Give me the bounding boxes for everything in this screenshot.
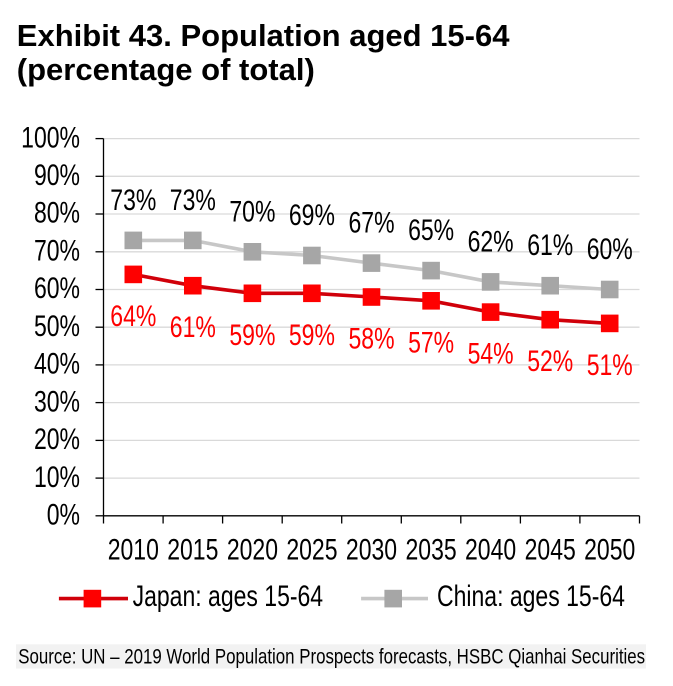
svg-text:100%: 100%	[21, 121, 80, 154]
svg-text:40%: 40%	[34, 347, 80, 380]
svg-text:58%: 58%	[348, 322, 394, 355]
svg-text:2030: 2030	[346, 533, 397, 566]
svg-text:10%: 10%	[34, 460, 80, 493]
svg-text:61%: 61%	[527, 228, 573, 261]
svg-text:51%: 51%	[587, 348, 633, 381]
svg-text:20%: 20%	[34, 422, 80, 455]
svg-text:30%: 30%	[34, 385, 80, 418]
svg-text:2015: 2015	[167, 533, 218, 566]
svg-text:2025: 2025	[286, 533, 337, 566]
svg-text:(percentage of total): (percentage of total)	[17, 52, 315, 87]
svg-text:50%: 50%	[34, 309, 80, 342]
svg-text:65%: 65%	[408, 213, 454, 246]
svg-text:2020: 2020	[227, 533, 278, 566]
svg-text:69%: 69%	[289, 198, 335, 231]
svg-text:2035: 2035	[406, 533, 457, 566]
svg-text:67%: 67%	[348, 206, 394, 239]
svg-text:Japan: ages 15-64: Japan: ages 15-64	[133, 579, 323, 612]
svg-text:2010: 2010	[108, 533, 159, 566]
svg-text:90%: 90%	[34, 158, 80, 191]
svg-text:China: ages 15-64: China: ages 15-64	[437, 579, 625, 612]
svg-text:59%: 59%	[229, 318, 275, 351]
svg-text:80%: 80%	[34, 196, 80, 229]
svg-text:64%: 64%	[110, 299, 156, 332]
svg-text:Source: UN – 2019 World Popula: Source: UN – 2019 World Population Prosp…	[18, 646, 645, 669]
svg-text:2040: 2040	[465, 533, 516, 566]
svg-text:57%: 57%	[408, 326, 454, 359]
svg-text:Exhibit 43. Population aged 15: Exhibit 43. Population aged 15-64	[17, 18, 510, 53]
svg-text:0%: 0%	[47, 498, 80, 531]
svg-text:60%: 60%	[34, 271, 80, 304]
svg-text:73%: 73%	[170, 183, 216, 216]
svg-text:70%: 70%	[34, 234, 80, 267]
svg-text:62%: 62%	[468, 225, 514, 258]
svg-text:59%: 59%	[289, 318, 335, 351]
svg-text:2050: 2050	[584, 533, 635, 566]
svg-text:70%: 70%	[229, 195, 275, 228]
svg-text:60%: 60%	[587, 232, 633, 265]
svg-text:73%: 73%	[110, 183, 156, 216]
svg-text:54%: 54%	[468, 337, 514, 370]
svg-text:2045: 2045	[525, 533, 576, 566]
svg-text:52%: 52%	[527, 344, 573, 377]
svg-text:61%: 61%	[170, 310, 216, 343]
